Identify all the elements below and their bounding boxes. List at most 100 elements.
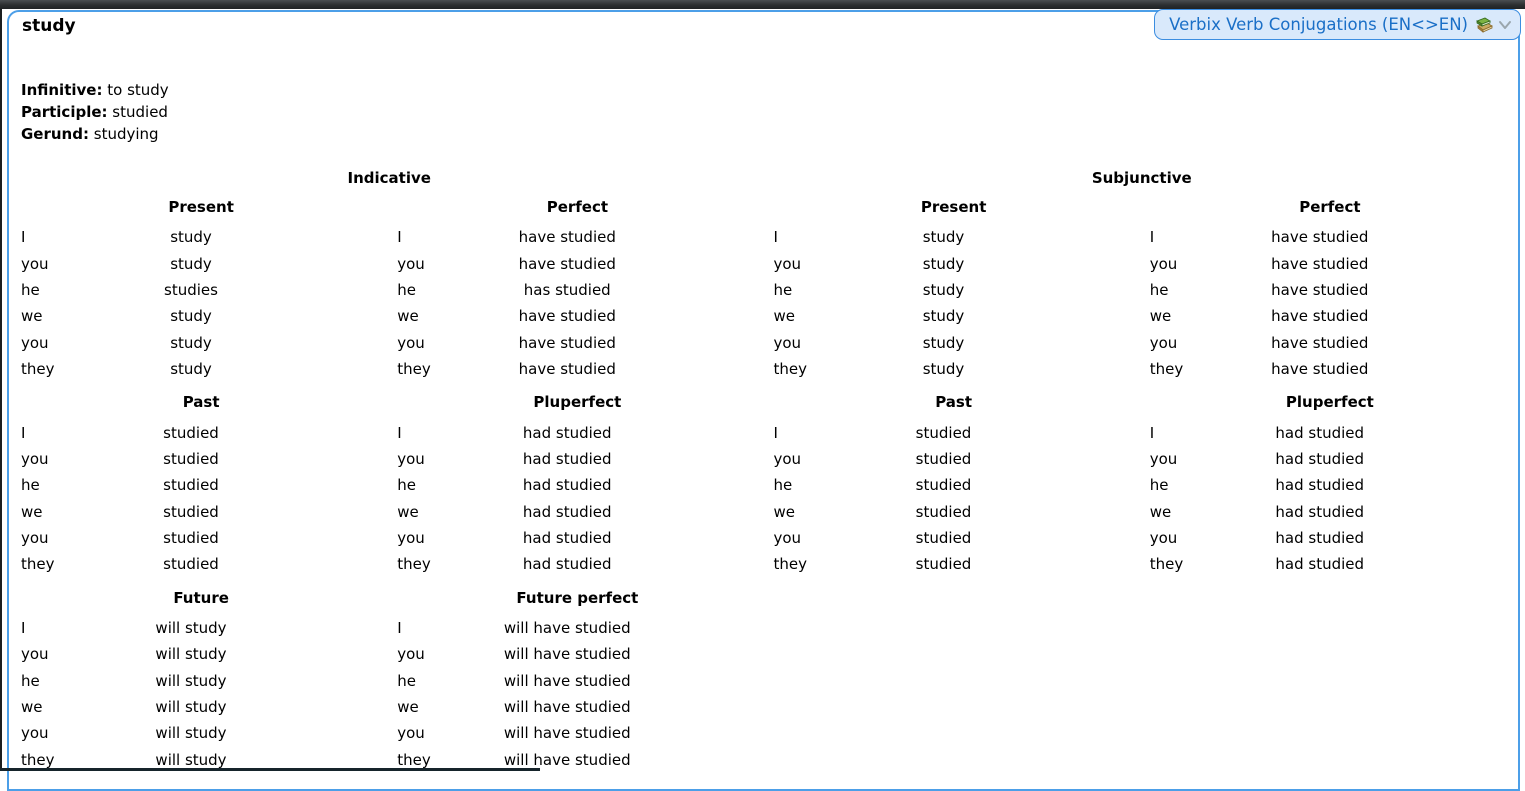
tense-block: Future perfect I will have studied you w… — [389, 578, 765, 773]
conjugation-row: you studied — [13, 525, 389, 551]
tense-band: Past I studied you studied he studied we… — [13, 382, 1518, 577]
verb-cell: studied — [915, 555, 972, 574]
verb-cell: study — [170, 333, 212, 352]
conjugation-row: he had studied — [389, 472, 765, 498]
verb-cell: studied — [163, 502, 219, 521]
gerund-line: Gerund: studying — [21, 123, 1518, 145]
pronoun-cell: they — [397, 750, 431, 769]
conjugation-row: we study — [13, 303, 389, 329]
window-left-edge — [0, 0, 2, 771]
conjugation-row: I study — [766, 224, 1142, 250]
books-icon — [1476, 17, 1493, 33]
pronoun-cell: I — [21, 618, 26, 637]
pronoun-cell: we — [21, 307, 43, 326]
conjugation-row: you have studied — [1142, 250, 1518, 276]
pronoun-cell: we — [773, 502, 796, 521]
chevron-down-icon[interactable] — [1497, 17, 1513, 33]
mood-header-subjunctive: Subjunctive — [1091, 169, 1192, 187]
pronoun-cell: you — [1149, 254, 1178, 273]
conjugation-row: he study — [766, 277, 1142, 303]
verb-cell: had studied — [522, 449, 612, 468]
verb-cell: has studied — [523, 280, 611, 299]
conjugation-row: we had studied — [1142, 499, 1518, 525]
pronoun-cell: we — [1149, 307, 1172, 326]
pronoun-cell: you — [21, 449, 49, 468]
pronoun-cell: you — [397, 529, 425, 548]
pronoun-cell: you — [773, 449, 802, 468]
conjugation-row: you will study — [13, 720, 389, 746]
verb-cell: have studied — [1271, 228, 1369, 247]
conjugation-row: you studied — [766, 446, 1142, 472]
conjugation-row: he had studied — [1142, 472, 1518, 498]
conjugation-row: you had studied — [1142, 446, 1518, 472]
verb-cell: studied — [163, 555, 219, 574]
mood-header-row: Indicative Subjunctive — [13, 169, 1518, 187]
verb-cell: will have studied — [503, 618, 631, 637]
verb-cell: study — [922, 228, 965, 247]
pronoun-cell: I — [397, 228, 402, 247]
verb-cell: had studied — [1275, 476, 1365, 495]
tense-rows: I have studied you have studied he has s… — [389, 224, 765, 382]
pronoun-cell: they — [21, 360, 55, 379]
verb-cell: study — [170, 228, 212, 247]
verb-cell: had studied — [522, 555, 612, 574]
pronoun-cell: they — [21, 750, 55, 769]
verb-cell: studied — [163, 449, 219, 468]
conjugation-row: we have studied — [389, 303, 765, 329]
verb-cell: have studied — [518, 307, 616, 326]
conjugation-row: he studied — [766, 472, 1142, 498]
pronoun-cell: they — [773, 360, 808, 379]
tense-band: Present I study you study he studies we … — [13, 187, 1518, 382]
pronoun-cell: you — [397, 333, 425, 352]
conjugation-row: you have studied — [389, 250, 765, 276]
verb-cell: will have studied — [503, 724, 631, 743]
pronoun-cell: he — [21, 671, 40, 690]
conjugation-row: they will have studied — [389, 747, 765, 773]
verb-cell: will study — [155, 724, 227, 743]
pronoun-cell: you — [21, 724, 49, 743]
conjugation-row: we studied — [13, 499, 389, 525]
pronoun-cell: you — [773, 529, 802, 548]
verb-cell: will study — [155, 750, 227, 769]
pronoun-cell: they — [1149, 555, 1184, 574]
conjugation-row: we study — [766, 303, 1142, 329]
tense-rows: I have studied you have studied he have … — [1142, 224, 1518, 382]
conjugation-row: I studied — [13, 419, 389, 445]
pronoun-cell: you — [21, 645, 49, 664]
pronoun-cell: I — [1149, 228, 1155, 247]
participle-value: studied — [112, 103, 168, 121]
browser-chrome-edge — [0, 0, 1525, 9]
pronoun-cell: he — [21, 280, 40, 299]
conjugation-row: he has studied — [389, 277, 765, 303]
pronoun-cell: they — [21, 555, 55, 574]
conjugation-row: they study — [13, 356, 389, 382]
pronoun-cell: he — [397, 476, 416, 495]
verb-cell: studied — [915, 502, 972, 521]
tense-rows: I will have studied you will have studie… — [389, 615, 765, 773]
pronoun-cell: he — [1149, 280, 1169, 299]
pronoun-cell: I — [397, 423, 402, 442]
tense-block: Present I study you study he study we st… — [766, 187, 1142, 382]
tense-block: Past I studied you studied he studied we… — [766, 382, 1142, 577]
mood-header-indicative: Indicative — [347, 169, 431, 187]
gerund-value: studying — [93, 125, 159, 143]
conjugation-row: you studied — [13, 446, 389, 472]
verb-cell: studied — [915, 476, 972, 495]
conjugation-panel: study Infinitive: to study Participle: s… — [7, 10, 1520, 791]
conjugation-row: you will have studied — [389, 641, 765, 667]
tense-header: Perfect — [546, 198, 609, 216]
conjugation-row: I had studied — [1142, 419, 1518, 445]
verb-cell: study — [170, 307, 212, 326]
pronoun-cell: they — [397, 555, 431, 574]
extension-tab[interactable]: Verbix Verb Conjugations (EN<>EN) — [1154, 9, 1521, 40]
tense-header: Future perfect — [516, 588, 639, 607]
page-title: study — [22, 16, 76, 36]
pronoun-cell: they — [1149, 360, 1184, 379]
pronoun-cell: we — [397, 502, 419, 521]
verb-cell: will have studied — [503, 698, 631, 717]
conjugation-row: they studied — [766, 551, 1142, 577]
verb-cell: will have studied — [503, 750, 631, 769]
pronoun-cell: you — [397, 449, 425, 468]
verb-cell: studied — [915, 423, 972, 442]
pronoun-cell: you — [397, 254, 425, 273]
